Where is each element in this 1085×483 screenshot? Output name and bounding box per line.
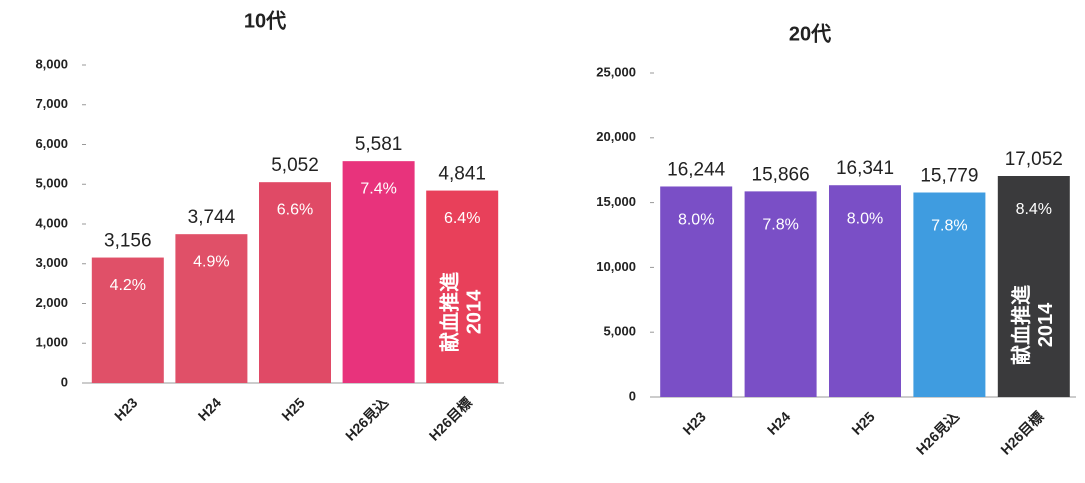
y-tick-label: 10,000 [596,259,636,274]
bar [342,161,415,383]
bar [660,186,733,397]
y-tick-label: 15,000 [596,194,636,209]
share-label: 7.8% [762,217,798,234]
value-label: 5,052 [271,155,319,176]
x-tick-label: H26見込 [913,408,962,457]
bar [91,257,164,383]
x-tick-label: H25 [278,394,308,424]
badge-text: 献血推進 [437,272,461,352]
y-tick-label: 6,000 [35,136,68,151]
bar [744,191,817,397]
y-tick-label: 0 [61,374,68,389]
value-label: 16,341 [836,158,894,179]
value-label: 15,779 [920,166,978,187]
chart-title: 10代 [244,9,286,32]
y-tick-label: 1,000 [35,335,68,350]
share-label: 8.4% [1016,201,1052,218]
share-label: 6.6% [277,201,313,218]
y-tick-label: 25,000 [596,64,636,79]
value-label: 15,866 [752,164,810,185]
bar [259,182,331,383]
share-label: 4.2% [110,277,146,294]
share-label: 8.0% [847,210,883,227]
badge-text: 2014 [463,289,485,334]
chart-title: 20代 [789,22,831,45]
share-label: 8.0% [678,212,714,229]
x-tick-label: H26目標 [426,394,475,443]
share-label: 6.4% [444,210,480,227]
value-label: 3,744 [188,207,236,228]
share-label: 7.4% [360,180,396,197]
y-tick-label: 20,000 [596,129,636,144]
y-tick-label: 5,000 [603,324,636,339]
y-tick-label: 5,000 [35,176,68,191]
bar [175,234,248,383]
x-tick-label: H23 [111,394,141,424]
share-label: 7.8% [931,218,967,235]
y-tick-label: 4,000 [35,215,68,230]
x-tick-label: H26見込 [342,394,391,443]
x-tick-label: H24 [195,394,225,424]
x-tick-label: H23 [679,408,709,438]
value-label: 5,581 [355,134,403,155]
bar [913,192,986,397]
x-tick-label: H25 [848,408,878,438]
value-label: 4,841 [438,164,486,185]
y-tick-label: 7,000 [35,96,68,111]
x-tick-label: H26目標 [997,408,1046,457]
share-label: 4.9% [193,253,229,270]
y-tick-label: 2,000 [35,295,68,310]
badge-text: 2014 [1035,302,1057,347]
y-tick-label: 8,000 [35,56,68,71]
y-tick-label: 0 [629,388,636,403]
x-tick-label: H24 [764,408,794,438]
value-label: 3,156 [104,231,152,252]
bar [829,185,901,397]
y-tick-label: 3,000 [35,255,68,270]
value-label: 17,052 [1005,149,1063,170]
badge-text: 献血推進 [1009,285,1033,365]
bar [426,190,499,383]
value-label: 16,244 [667,159,726,180]
bar [997,176,1070,397]
